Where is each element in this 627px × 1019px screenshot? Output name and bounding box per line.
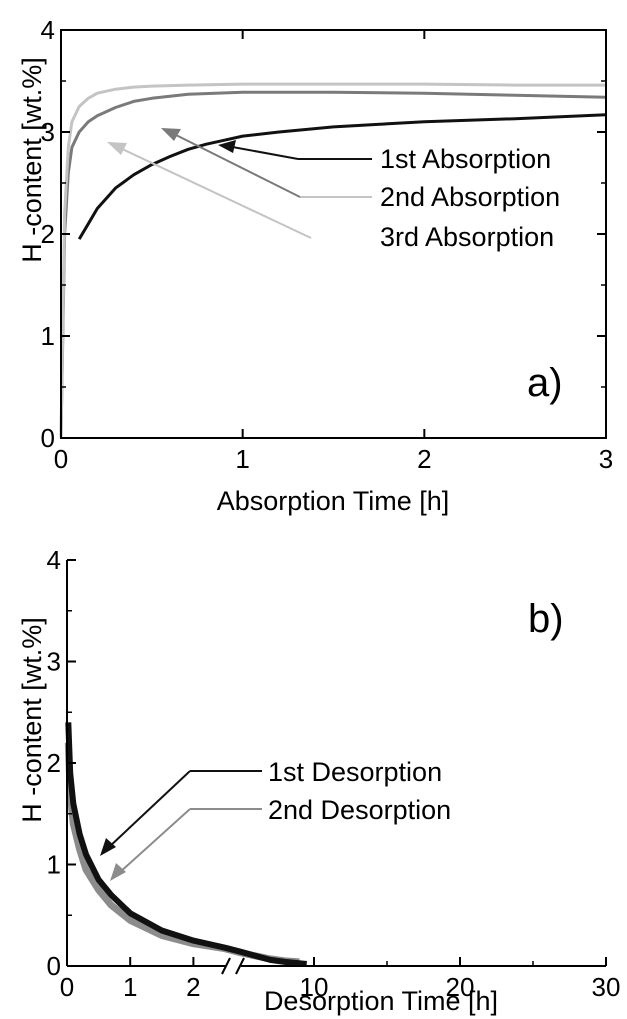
arrow-1st-absorption: [226, 145, 299, 160]
axis-break-mark: [235, 957, 245, 975]
series-line-3: [59, 82, 606, 439]
y-tick-label: 3: [47, 647, 61, 677]
series-line-1: [65, 722, 307, 967]
panel-a-y-axis-title: H -content [wt.%]: [17, 57, 47, 263]
arrowhead-1st-absorption: [218, 140, 236, 153]
y-tick-label: 2: [47, 748, 61, 778]
y-tick-label: 3: [41, 117, 55, 147]
x-tick-label: 1: [123, 972, 137, 1002]
arrowhead-1st-desorption: [100, 838, 116, 856]
panel-a-series: [59, 82, 607, 439]
panel-b: 0 1 2 10 20 30 0 1 2 3 4 Desorption Time [h] H -co…: [17, 545, 620, 1016]
y-tick-label: 0: [41, 423, 55, 453]
panel-b-series: [64, 722, 307, 967]
panel-a-ticks: [60, 29, 607, 439]
axis-break-mark: [221, 957, 231, 975]
y-tick-label: 2: [41, 219, 55, 249]
x-tick-label: 30: [592, 972, 621, 1002]
legend-label-1st-absorption: 1st Absorption: [380, 144, 551, 174]
x-tick-label: 3: [599, 444, 613, 474]
x-tick-label: 2: [417, 444, 431, 474]
legend-label-1st-desorption: 1st Desorption: [268, 757, 442, 787]
x-tick-label: 10: [300, 972, 329, 1002]
arrow-3rd-absorption: [117, 146, 312, 239]
x-tick-label: 20: [446, 972, 475, 1002]
y-tick-label: 1: [47, 850, 61, 880]
arrow-1st-desorption: [107, 770, 191, 849]
panel-a-tick-labels: 0 1 2 3 0 1 2 3 4: [41, 15, 614, 474]
y-tick-label: 4: [47, 545, 61, 575]
y-tick-label: 4: [41, 15, 55, 45]
panel-a-legend: 1st Absorption 2nd Absorption 3rd Absorp…: [107, 128, 560, 252]
arrowhead-2nd-desorption: [110, 863, 126, 881]
panel-a: 0 1 2 3 0 1 2 3 4 Absorption Time [h] H -content…: [17, 15, 613, 516]
x-tick-label: 0: [60, 972, 74, 1002]
panel-b-legend: 1st Desorption 2nd Desorption: [100, 757, 451, 881]
x-tick-label: 0: [54, 444, 68, 474]
legend-label-2nd-desorption: 2nd Desorption: [268, 795, 451, 825]
x-tick-label: 2: [186, 972, 200, 1002]
series-line-2: [59, 90, 607, 439]
arrowhead-2nd-absorption: [161, 128, 181, 141]
arrowhead-3rd-absorption: [107, 142, 127, 155]
panel-b-x-axis-title: Desorption Time [h]: [264, 986, 498, 1016]
series-line-1: [77, 113, 607, 240]
panel-a-x-axis-title: Absorption Time [h]: [217, 486, 450, 516]
x-tick-label: 1: [235, 444, 249, 474]
panel-b-ticks: [66, 559, 607, 967]
y-tick-label: 0: [47, 951, 61, 981]
panel-a-label: a): [527, 361, 563, 405]
arrow-2nd-absorption: [171, 132, 301, 198]
panel-b-label: b): [528, 597, 564, 641]
arrow-2nd-desorption: [118, 808, 191, 874]
y-tick-label: 1: [41, 321, 55, 351]
panel-b-tick-labels: 0 1 2 10 20 30 0 1 2 3 4: [47, 545, 621, 1002]
panel-b-y-axis-title: H -content [wt.%]: [17, 617, 47, 823]
legend-label-2nd-absorption: 2nd Absorption: [380, 182, 560, 212]
legend-label-3rd-absorption: 3rd Absorption: [380, 222, 554, 252]
